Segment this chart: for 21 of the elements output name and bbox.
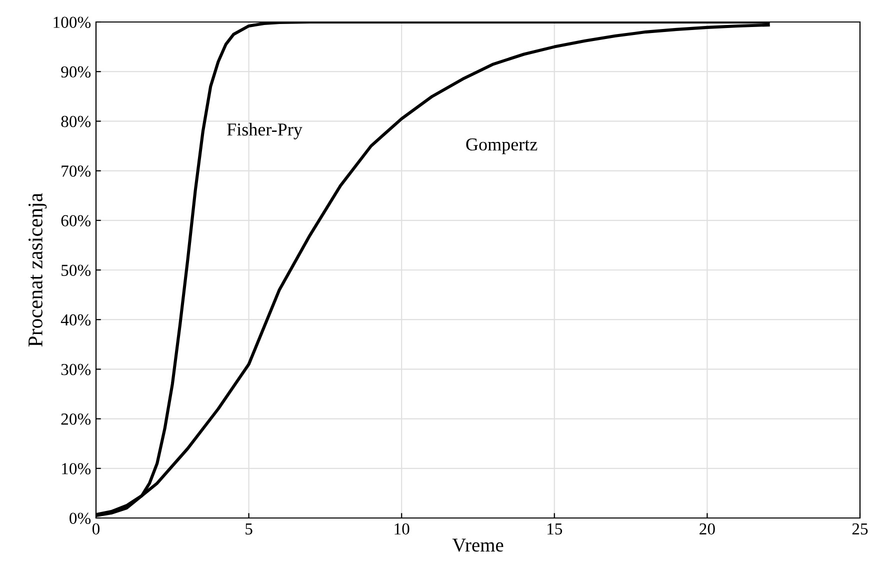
y-tick-label: 50% (62, 264, 91, 276)
y-tick-label: 100% (54, 16, 91, 28)
y-axis-title: Procenat zasicenja (28, 193, 47, 347)
y-tick-label: 90% (61, 66, 91, 78)
y-tick-label: 40% (60, 314, 91, 326)
x-tick-label: 15 (548, 523, 562, 535)
x-tick-label: 20 (700, 523, 715, 535)
y-tick-label: 30% (61, 364, 91, 376)
y-tick-label: 20% (61, 414, 91, 425)
x-axis-title: Vreme (452, 538, 504, 552)
y-tick-label: 0% (70, 512, 91, 524)
x-tick-label: 25 (852, 523, 868, 535)
y-tick-label: 70% (62, 166, 91, 177)
x-tick-label: 5 (246, 524, 252, 535)
x-tick-label: 10 (394, 523, 410, 535)
y-tick-label: 10% (62, 463, 91, 474)
y-tick-label: 80% (61, 116, 91, 128)
y-tick-label: 60% (61, 215, 91, 226)
series-label: Fisher-Pry (227, 122, 302, 140)
text: Gompertz (466, 138, 538, 154)
x-tick-label: 0 (92, 523, 100, 535)
